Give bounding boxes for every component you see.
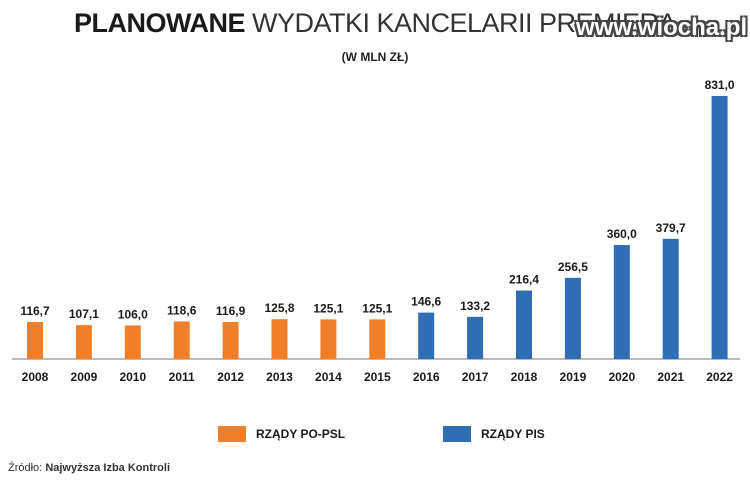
x-tick-label-2012: 2012 xyxy=(217,370,244,384)
x-tick-label-2020: 2020 xyxy=(608,370,635,384)
legend-label-po-psl: RZĄDY PO-PSL xyxy=(256,427,346,441)
x-tick-label-2017: 2017 xyxy=(462,370,489,384)
data-label-2019: 256,5 xyxy=(558,260,588,274)
data-label-2013: 125,8 xyxy=(264,301,294,315)
chart-title: PLANOWANE WYDATKI KANCELARII PREMIERA xyxy=(0,8,750,39)
x-tick-label-2013: 2013 xyxy=(266,370,293,384)
data-label-2020: 360,0 xyxy=(607,227,637,241)
legend-swatch-pis xyxy=(443,426,471,442)
data-label-2016: 146,6 xyxy=(411,295,441,309)
bar-2013 xyxy=(271,319,288,359)
bar-2012 xyxy=(222,322,239,359)
data-label-2018: 216,4 xyxy=(509,273,539,287)
bar-2018 xyxy=(516,290,532,359)
bar-2011 xyxy=(173,321,190,359)
legend-item-pis: RZĄDY PIS xyxy=(443,426,545,442)
chart-subtitle: (W MLN ZŁ) xyxy=(341,50,409,64)
data-label-2014: 125,1 xyxy=(313,301,343,315)
legend-swatch-po-psl xyxy=(218,426,246,442)
bar-2016 xyxy=(418,312,435,359)
source-name: Najwyższa Izba Kontroli xyxy=(45,462,171,474)
x-tick-label-2009: 2009 xyxy=(71,370,98,384)
bar-2014 xyxy=(320,319,337,359)
bar-chart: 116,7 2008 107,1 2009 106,0 2010 118,6 2011 116,… xyxy=(12,78,740,384)
x-tick-label-2018: 2018 xyxy=(511,370,538,384)
legend-label-pis: RZĄDY PIS xyxy=(481,427,545,441)
watermark-logo: www.wiocha.pl xyxy=(576,14,748,41)
bar-2008 xyxy=(27,322,43,359)
bar-2009 xyxy=(75,325,92,359)
chart-title-rest: WYDATKI KANCELARII PREMIERA xyxy=(251,8,677,38)
data-label-2017: 133,2 xyxy=(460,299,490,313)
bar-2010 xyxy=(124,325,141,359)
x-tick-label-2011: 2011 xyxy=(169,370,195,384)
data-label-2010: 106,0 xyxy=(118,307,148,321)
bar-2017 xyxy=(467,316,484,359)
data-label-2015: 125,1 xyxy=(362,301,392,315)
source-prefix: Źródło: xyxy=(8,462,43,474)
x-tick-label-2021: 2021 xyxy=(657,370,684,384)
data-label-2012: 116,9 xyxy=(216,304,246,318)
x-tick-label-2022: 2022 xyxy=(706,370,733,384)
data-label-2011: 118,6 xyxy=(167,303,197,317)
data-label-2022: 831,0 xyxy=(705,78,735,92)
chart-title-bold: PLANOWANE xyxy=(73,8,246,38)
bar-2019 xyxy=(564,277,581,359)
x-tick-label-2015: 2015 xyxy=(364,370,391,384)
x-tick-label-2019: 2019 xyxy=(560,370,587,384)
bar-2015 xyxy=(369,319,386,359)
x-tick-label-2016: 2016 xyxy=(413,370,440,384)
bar-2020 xyxy=(613,245,630,359)
bar-2022 xyxy=(711,96,728,359)
x-tick-label-2014: 2014 xyxy=(315,370,342,384)
bar-2021 xyxy=(662,238,679,359)
legend-item-po-psl: RZĄDY PO-PSL xyxy=(218,426,345,442)
data-label-2021: 379,7 xyxy=(656,221,686,235)
x-tick-label-2010: 2010 xyxy=(119,370,146,384)
data-label-2008: 116,7 xyxy=(20,304,50,318)
data-label-2009: 107,1 xyxy=(69,307,99,321)
x-tick-label-2008: 2008 xyxy=(22,370,49,384)
source-note: Źródło: Najwyższa Izba Kontroli xyxy=(8,462,170,474)
